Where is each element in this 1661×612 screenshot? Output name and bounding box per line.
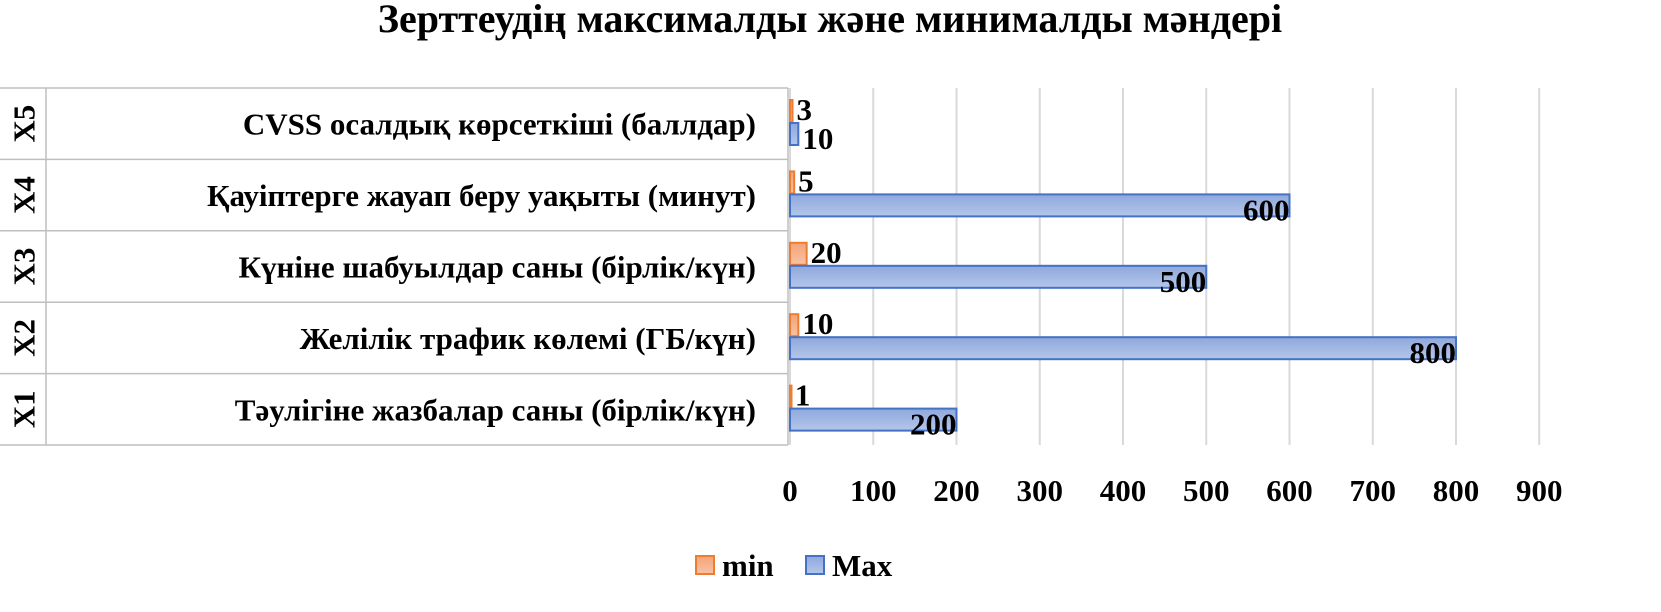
chart-title: Зерттеудің максималды және минималды мән… xyxy=(378,0,1282,41)
bar-min xyxy=(789,241,808,266)
bar-max xyxy=(789,264,1208,289)
data-label-max: 200 xyxy=(910,407,957,442)
x-tick-label: 600 xyxy=(1266,473,1313,508)
data-label-max: 800 xyxy=(1410,335,1457,370)
bar-max xyxy=(789,336,1457,361)
data-label-max: 600 xyxy=(1243,192,1290,227)
category-label: Тәулігіне жазбалар саны (бірлік/күн) xyxy=(235,392,756,427)
data-label-min: 5 xyxy=(798,163,814,198)
x-tick-label: 900 xyxy=(1516,473,1563,508)
category-code: X1 xyxy=(7,390,42,428)
data-label-min: 3 xyxy=(796,92,812,127)
x-tick-label: 100 xyxy=(850,473,897,508)
legend-label: Max xyxy=(832,548,893,583)
x-tick-label: 800 xyxy=(1433,473,1480,508)
x-tick-label: 200 xyxy=(933,473,980,508)
bar-max xyxy=(789,407,958,432)
bar-min xyxy=(789,384,793,409)
category-label: Желілік трафик көлемі (ГБ/күн) xyxy=(300,321,756,356)
bar-min xyxy=(789,170,796,195)
category-code: X3 xyxy=(7,248,42,286)
legend-label: min xyxy=(722,548,774,583)
x-tick-label: 700 xyxy=(1350,473,1397,508)
x-tick-label: 0 xyxy=(782,473,798,508)
bar-max xyxy=(789,122,800,146)
bar-min xyxy=(789,99,794,123)
x-tick-label: 500 xyxy=(1183,473,1230,508)
legend-swatch xyxy=(695,555,715,575)
bar-max xyxy=(789,193,1291,218)
data-label-max: 500 xyxy=(1160,264,1207,299)
category-label: Қауіптерге жауап беру уақыты (минут) xyxy=(207,178,756,213)
bar-min xyxy=(789,313,800,338)
bars xyxy=(789,99,1457,432)
legend-swatch xyxy=(805,555,825,575)
category-label: Күніне шабуылдар саны (бірлік/күн) xyxy=(239,250,756,285)
x-tick-label: 400 xyxy=(1100,473,1147,508)
legend: min Max xyxy=(695,548,893,583)
data-label-min: 1 xyxy=(795,378,811,413)
data-label-max: 10 xyxy=(802,121,833,156)
data-label-min: 10 xyxy=(802,306,833,341)
category-code: X4 xyxy=(7,176,42,214)
category-code: X5 xyxy=(7,105,42,143)
category-label: CVSS осалдық көрсеткіші (баллдар) xyxy=(243,107,756,142)
category-code: X2 xyxy=(7,319,42,357)
data-label-min: 20 xyxy=(811,235,842,270)
category-table: X1 Тәулігіне жазбалар саны (бірлік/күн) X2… xyxy=(0,87,789,446)
x-tick-label: 300 xyxy=(1017,473,1064,508)
x-axis-ticks: 0 100 200 300 400 500 600 700 800 900 xyxy=(782,473,1562,508)
